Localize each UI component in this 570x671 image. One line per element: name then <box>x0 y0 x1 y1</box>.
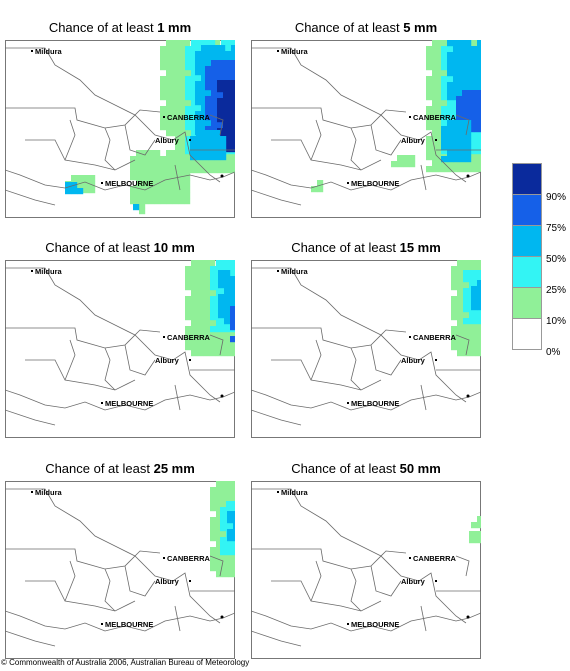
town-marker <box>277 491 279 493</box>
map-panel-50mm: Chance of at least 50 mm Mildura CANBERRA… <box>251 461 481 661</box>
legend-label-0: 0% <box>546 347 561 358</box>
panel-title: Chance of at least 1 mm <box>48 20 192 35</box>
town-label-albury: Albury <box>401 577 426 586</box>
town-marker <box>347 402 349 404</box>
town-marker <box>31 50 33 52</box>
town-marker <box>409 336 411 338</box>
town-label-albury: Albury <box>401 356 426 365</box>
legend-label-90: 90% <box>546 192 567 203</box>
town-marker <box>189 359 191 361</box>
map-svg: Mildura CANBERRA Albury MELBOURNE <box>251 40 481 218</box>
town-label-albury: Albury <box>401 136 426 145</box>
town-marker <box>435 580 437 582</box>
copyright-notice: © Commonwealth of Australia 2006, Austra… <box>1 658 250 667</box>
town-marker <box>277 50 279 52</box>
legend-swatch-90 <box>512 163 542 195</box>
rain-map: Mildura CANBERRA Albury MELBOURNE <box>5 40 235 218</box>
map-panel-10mm: Chance of at least 10 mm Mildura CANBERRA… <box>5 240 235 440</box>
town-label-melbourne: MELBOURNE <box>351 620 399 629</box>
town-marker <box>347 182 349 184</box>
town-label-mildura: Mildura <box>281 47 308 56</box>
town-label-canberra: CANBERRA <box>167 333 211 342</box>
town-label-albury: Albury <box>155 356 180 365</box>
town-label-albury: Albury <box>155 136 180 145</box>
map-panel-25mm: Chance of at least 25 mm Mildura CANBERRA… <box>5 461 235 661</box>
rain-map: Mildura CANBERRA Albury MELBOURNE <box>251 260 481 438</box>
legend-label-50: 50% <box>546 254 567 265</box>
town-label-melbourne: MELBOURNE <box>351 179 399 188</box>
panel-title: Chance of at least 25 mm <box>45 461 195 476</box>
panel-title: Chance of at least 5 mm <box>294 20 438 35</box>
town-marker <box>409 557 411 559</box>
town-label-mildura: Mildura <box>35 267 62 276</box>
town-marker <box>31 270 33 272</box>
town-label-canberra: CANBERRA <box>413 554 457 563</box>
map-svg: Mildura CANBERRA Albury MELBOURNE <box>251 260 481 438</box>
rain-map: Mildura CANBERRA Albury MELBOURNE <box>251 40 481 218</box>
town-marker <box>189 139 191 141</box>
town-label-mildura: Mildura <box>35 488 62 497</box>
map-svg: Mildura CANBERRA Albury MELBOURNE <box>5 260 235 438</box>
legend-label-25: 25% <box>546 285 567 296</box>
map-panel-1mm: Chance of at least 1 mm Mildura CANBERRA A… <box>5 20 235 220</box>
town-label-melbourne: MELBOURNE <box>105 399 153 408</box>
legend-swatch-0 <box>512 319 542 350</box>
town-label-mildura: Mildura <box>35 47 62 56</box>
legend-swatch-25 <box>512 257 542 288</box>
legend-swatch-75 <box>512 195 542 226</box>
legend-swatch-10 <box>512 288 542 319</box>
rain-map: Mildura CANBERRA Albury MELBOURNE <box>251 481 481 659</box>
rain-map: Mildura CANBERRA Albury MELBOURNE <box>5 260 235 438</box>
town-marker <box>163 557 165 559</box>
legend-label-75: 75% <box>546 223 567 234</box>
town-marker <box>409 116 411 118</box>
town-label-melbourne: MELBOURNE <box>351 399 399 408</box>
town-marker <box>31 491 33 493</box>
town-label-mildura: Mildura <box>281 267 308 276</box>
panel-title: Chance of at least 50 mm <box>291 461 441 476</box>
town-marker <box>435 359 437 361</box>
town-marker <box>435 139 437 141</box>
legend-swatch-50 <box>512 226 542 257</box>
probability-legend <box>512 163 542 350</box>
panel-title: Chance of at least 15 mm <box>291 240 441 255</box>
map-panel-5mm: Chance of at least 5 mm Mildura CANBERRA A… <box>251 20 481 220</box>
town-marker <box>277 270 279 272</box>
town-marker <box>101 623 103 625</box>
town-marker <box>163 116 165 118</box>
panel-title: Chance of at least 10 mm <box>45 240 195 255</box>
map-panel-15mm: Chance of at least 15 mm Mildura CANBERRA… <box>251 240 481 440</box>
town-marker <box>101 182 103 184</box>
town-label-albury: Albury <box>155 577 180 586</box>
town-label-canberra: CANBERRA <box>413 113 457 122</box>
town-marker <box>189 580 191 582</box>
town-label-melbourne: MELBOURNE <box>105 620 153 629</box>
town-marker <box>347 623 349 625</box>
town-marker <box>163 336 165 338</box>
legend-label-10: 10% <box>546 316 567 327</box>
rain-map: Mildura CANBERRA Albury MELBOURNE <box>5 481 235 659</box>
map-svg: Mildura CANBERRA Albury MELBOURNE <box>5 40 235 218</box>
map-svg: Mildura CANBERRA Albury MELBOURNE <box>251 481 481 659</box>
town-label-mildura: Mildura <box>281 488 308 497</box>
town-label-canberra: CANBERRA <box>167 554 211 563</box>
town-label-canberra: CANBERRA <box>167 113 211 122</box>
town-marker <box>101 402 103 404</box>
town-label-canberra: CANBERRA <box>413 333 457 342</box>
town-label-melbourne: MELBOURNE <box>105 179 153 188</box>
map-svg: Mildura CANBERRA Albury MELBOURNE <box>5 481 235 659</box>
